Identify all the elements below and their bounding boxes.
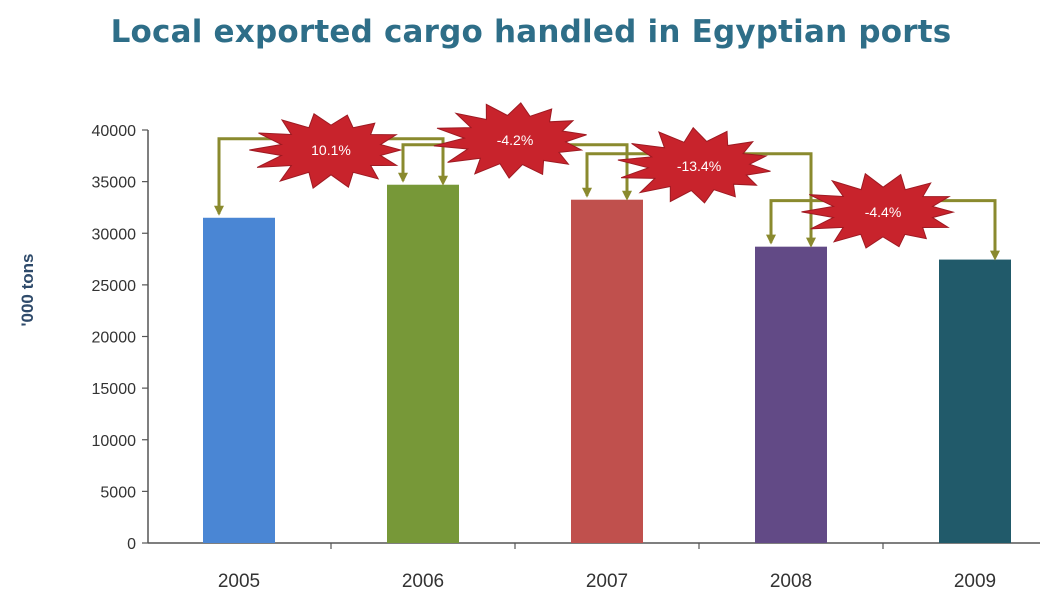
- change-label: -4.2%: [497, 132, 534, 148]
- bar-2008: [755, 246, 827, 544]
- arrowhead: [766, 234, 776, 245]
- y-tick-label: 25000: [92, 278, 137, 295]
- x-tick-label: 2008: [770, 571, 812, 592]
- change-starburst: [433, 102, 587, 179]
- change-label: 10.1%: [311, 142, 351, 158]
- change-starburst: [617, 126, 771, 204]
- bars: 2005 2006 2007 2008 2009: [203, 184, 1011, 592]
- y-tick-label: 20000: [92, 330, 137, 347]
- y-tick-label: 5000: [100, 484, 136, 501]
- bar-2009: [939, 259, 1011, 543]
- y-tick-label: 15000: [92, 381, 137, 398]
- chart-title: Local exported cargo handled in Egyptian…: [110, 14, 952, 50]
- change-label: -4.4%: [865, 204, 902, 220]
- y-tick-label: 40000: [92, 123, 137, 140]
- arrowhead: [582, 187, 592, 198]
- x-tick-label: 2007: [586, 571, 628, 592]
- x-tick-label: 2005: [218, 571, 260, 592]
- x-tick-label: 2006: [402, 571, 444, 592]
- arrowhead: [214, 205, 224, 216]
- y-tick-label: 35000: [92, 175, 137, 192]
- bar-2007: [571, 199, 643, 543]
- arrowhead: [398, 172, 408, 183]
- y-tick-label: 10000: [92, 433, 137, 450]
- annotations: 10.1% -4.2% -13.4% -4.4%: [214, 102, 1000, 261]
- change-starburst: [249, 113, 403, 190]
- bar-2005: [203, 217, 275, 543]
- y-tick-label: 0: [127, 536, 136, 553]
- y-tick-label: 30000: [92, 226, 137, 243]
- x-tick-label: 2009: [954, 571, 996, 592]
- bar-2006: [387, 184, 459, 543]
- change-label: -13.4%: [677, 158, 721, 174]
- change-starburst: [801, 172, 956, 249]
